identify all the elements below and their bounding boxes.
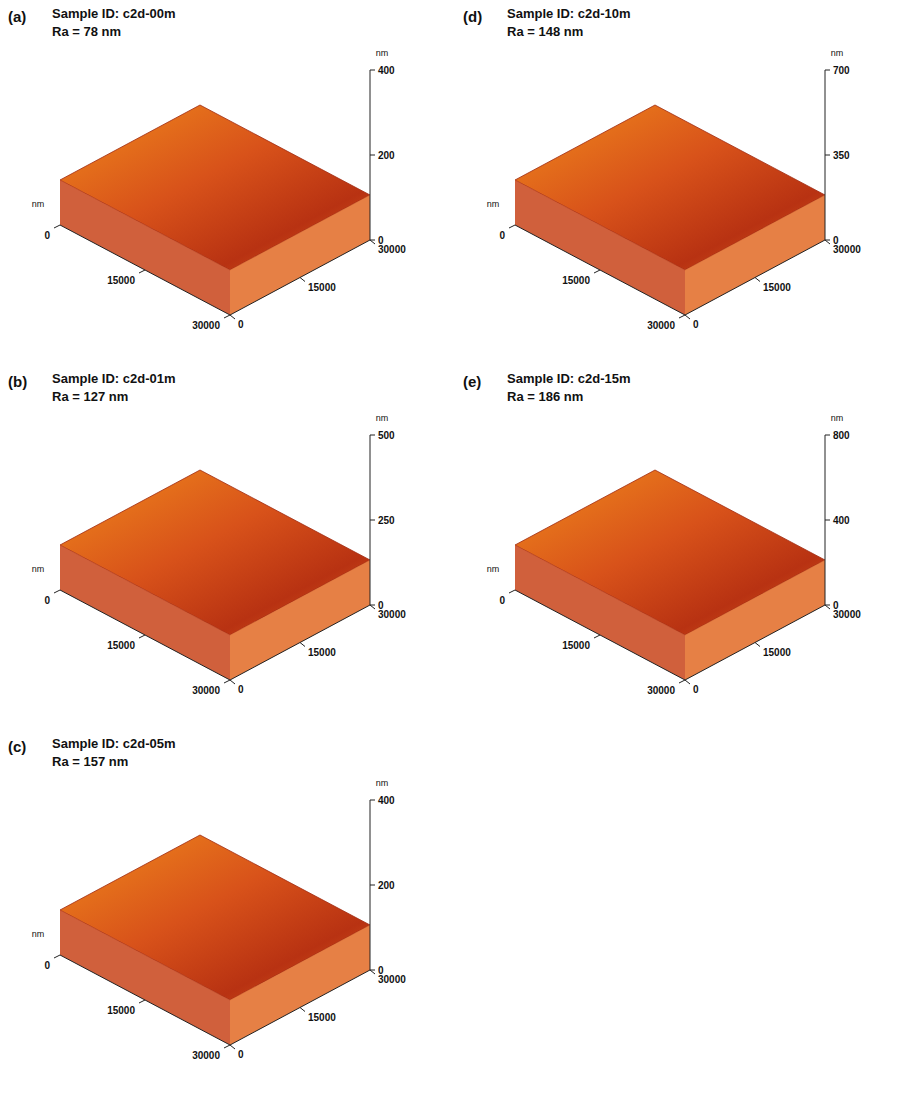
svg-text:700: 700 <box>833 65 850 76</box>
svg-text:0: 0 <box>833 235 839 246</box>
svg-text:nm: nm <box>376 413 389 423</box>
svg-text:0: 0 <box>238 1049 244 1060</box>
svg-text:30000: 30000 <box>833 609 861 620</box>
svg-text:15000: 15000 <box>763 282 791 293</box>
svg-text:500: 500 <box>378 430 395 441</box>
svg-text:15000: 15000 <box>562 640 590 651</box>
svg-text:350: 350 <box>833 150 850 161</box>
svg-text:Sample ID: c2d-10m: Sample ID: c2d-10m <box>507 6 631 21</box>
svg-text:0: 0 <box>44 230 50 241</box>
svg-text:0: 0 <box>499 595 505 606</box>
svg-text:nm: nm <box>831 413 844 423</box>
svg-text:0: 0 <box>693 684 699 695</box>
svg-text:nm: nm <box>32 564 45 574</box>
svg-text:Sample ID: c2d-05m: Sample ID: c2d-05m <box>52 736 176 751</box>
svg-text:30000: 30000 <box>378 609 406 620</box>
svg-text:nm: nm <box>32 929 45 939</box>
svg-text:30000: 30000 <box>647 685 675 696</box>
svg-text:15000: 15000 <box>107 640 135 651</box>
svg-text:30000: 30000 <box>192 1050 220 1061</box>
svg-text:nm: nm <box>487 564 500 574</box>
svg-text:15000: 15000 <box>308 647 336 658</box>
svg-text:nm: nm <box>487 199 500 209</box>
svg-text:Ra = 127 nm: Ra = 127 nm <box>52 389 128 404</box>
svg-text:Ra = 157 nm: Ra = 157 nm <box>52 754 128 769</box>
svg-text:Sample ID: c2d-01m: Sample ID: c2d-01m <box>52 371 176 386</box>
svg-text:0: 0 <box>378 965 384 976</box>
svg-text:30000: 30000 <box>647 320 675 331</box>
svg-text:0: 0 <box>499 230 505 241</box>
svg-text:0: 0 <box>378 235 384 246</box>
svg-text:200: 200 <box>378 880 395 891</box>
svg-text:0: 0 <box>238 319 244 330</box>
svg-text:nm: nm <box>32 199 45 209</box>
svg-text:30000: 30000 <box>378 244 406 255</box>
svg-text:0: 0 <box>44 595 50 606</box>
svg-text:Ra = 78 nm: Ra = 78 nm <box>52 24 121 39</box>
svg-text:nm: nm <box>376 48 389 58</box>
svg-text:15000: 15000 <box>107 1005 135 1016</box>
svg-text:15000: 15000 <box>562 275 590 286</box>
svg-text:0: 0 <box>378 600 384 611</box>
svg-text:0: 0 <box>693 319 699 330</box>
svg-text:30000: 30000 <box>378 974 406 985</box>
svg-text:Ra = 186 nm: Ra = 186 nm <box>507 389 583 404</box>
svg-text:nm: nm <box>376 778 389 788</box>
svg-text:0: 0 <box>238 684 244 695</box>
svg-text:(e): (e) <box>463 373 481 390</box>
svg-text:400: 400 <box>833 515 850 526</box>
svg-text:400: 400 <box>378 795 395 806</box>
svg-text:0: 0 <box>833 600 839 611</box>
svg-text:15000: 15000 <box>308 1012 336 1023</box>
svg-text:(c): (c) <box>8 738 26 755</box>
svg-text:15000: 15000 <box>107 275 135 286</box>
svg-text:nm: nm <box>831 48 844 58</box>
svg-text:Sample ID: c2d-15m: Sample ID: c2d-15m <box>507 371 631 386</box>
svg-text:400: 400 <box>378 65 395 76</box>
svg-text:Ra = 148 nm: Ra = 148 nm <box>507 24 583 39</box>
svg-text:Sample ID: c2d-00m: Sample ID: c2d-00m <box>52 6 176 21</box>
svg-text:250: 250 <box>378 515 395 526</box>
svg-text:200: 200 <box>378 150 395 161</box>
svg-text:15000: 15000 <box>763 647 791 658</box>
svg-text:800: 800 <box>833 430 850 441</box>
svg-text:0: 0 <box>44 960 50 971</box>
svg-text:30000: 30000 <box>192 320 220 331</box>
svg-text:30000: 30000 <box>192 685 220 696</box>
svg-text:(b): (b) <box>8 373 27 390</box>
svg-text:(a): (a) <box>8 8 26 25</box>
svg-text:15000: 15000 <box>308 282 336 293</box>
svg-text:30000: 30000 <box>833 244 861 255</box>
svg-text:(d): (d) <box>463 8 482 25</box>
